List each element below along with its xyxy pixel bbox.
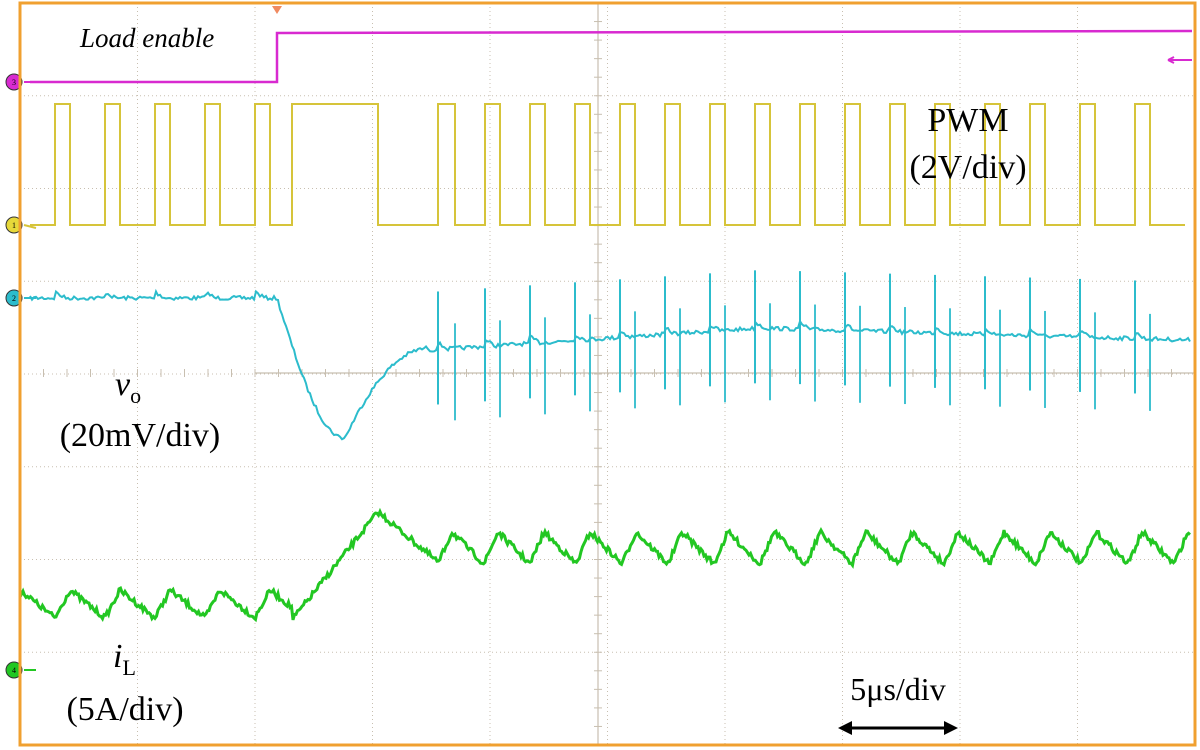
grid <box>19 2 1196 746</box>
channel-3-marker: 3 <box>5 73 23 91</box>
channel-2-marker: 2 <box>5 289 23 307</box>
vo-trace <box>29 288 1191 441</box>
load-enable-trace <box>30 29 1193 84</box>
il-label-main: i <box>113 638 122 675</box>
il-label-sub: L <box>122 655 135 680</box>
pwm-trace <box>30 103 1185 226</box>
load-enable-label: Load enable <box>79 23 214 53</box>
il-scale-label: (5A/div) <box>66 691 183 728</box>
level-arrow-icon <box>1167 56 1192 64</box>
plot-frame <box>18 1 1197 747</box>
il-trace <box>18 507 1191 623</box>
svg-text:4: 4 <box>12 666 16 675</box>
vo-label: vo <box>115 366 141 408</box>
svg-text:1: 1 <box>12 221 16 230</box>
pwm-scale-label: (2V/div) <box>909 149 1026 186</box>
vo-scale-label: (20mV/div) <box>60 417 221 454</box>
pwm-label: PWM <box>927 102 1008 139</box>
channel-1-pointer-icon <box>23 224 37 229</box>
svg-text:2: 2 <box>12 294 16 303</box>
vo-label-main: v <box>115 366 131 403</box>
time-scale-label: 5μs/div <box>850 671 945 707</box>
traces <box>18 29 1193 671</box>
channel-4-marker: 4 <box>5 661 23 679</box>
channel-1-marker: 1 <box>5 216 23 234</box>
il-label: iL <box>113 638 136 680</box>
trigger-marker-icon <box>272 6 282 14</box>
vo-label-sub: o <box>130 383 141 408</box>
time-scale-arrow-icon <box>838 721 958 735</box>
svg-text:3: 3 <box>12 78 16 87</box>
